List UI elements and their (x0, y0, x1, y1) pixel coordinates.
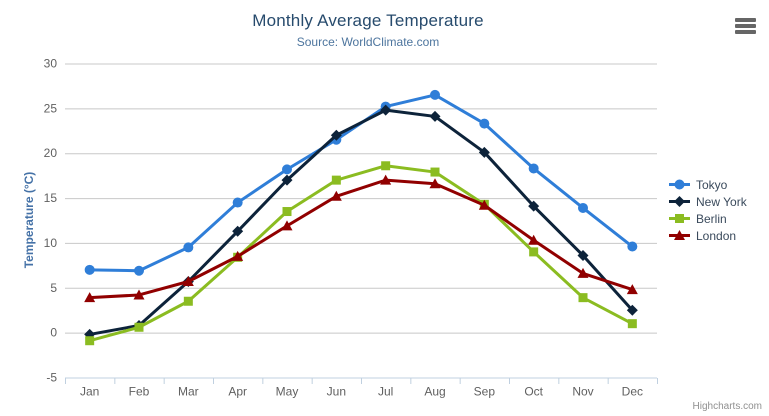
data-point-marker[interactable] (627, 241, 638, 252)
data-point-marker[interactable] (380, 174, 392, 185)
data-point-marker[interactable] (528, 163, 539, 174)
data-point-marker[interactable] (429, 178, 441, 189)
legend-marker-square (669, 214, 690, 223)
hamburger-bar (735, 18, 756, 22)
data-point-marker[interactable] (528, 234, 540, 245)
data-point-marker[interactable] (134, 322, 144, 332)
y-tick-label: 5 (50, 281, 57, 295)
y-tick-label: 0 (50, 326, 57, 340)
data-point-marker[interactable] (282, 207, 292, 217)
y-tick-label: 25 (44, 101, 58, 115)
legend-item-london[interactable]: London (668, 227, 747, 244)
x-tick-label: Nov (572, 385, 593, 399)
y-tick-label: -5 (46, 371, 57, 385)
data-point-marker[interactable] (182, 276, 194, 287)
series-line (88, 178, 634, 300)
x-tick-label: Feb (129, 385, 150, 399)
series-line (88, 164, 634, 343)
data-point-marker[interactable] (529, 247, 539, 257)
x-tick-label: Jan (80, 385, 99, 399)
data-point-marker[interactable] (674, 179, 685, 190)
legend-label: Berlin (696, 211, 727, 226)
series-line (88, 108, 634, 336)
hamburger-bar (735, 30, 756, 34)
legend-marker-triangle (669, 230, 690, 240)
data-point-marker[interactable] (232, 225, 244, 237)
data-point-marker[interactable] (577, 249, 589, 261)
data-point-marker[interactable] (674, 196, 685, 207)
series-tokyo[interactable] (84, 89, 638, 276)
series-london[interactable] (84, 174, 638, 303)
data-point-marker[interactable] (626, 304, 638, 316)
data-point-marker[interactable] (232, 250, 244, 261)
data-point-marker[interactable] (478, 199, 490, 210)
y-tick-label: 30 (44, 57, 58, 71)
data-point-marker[interactable] (84, 264, 95, 275)
data-point-marker[interactable] (429, 110, 441, 122)
legend-label: Tokyo (696, 177, 728, 192)
data-point-marker[interactable] (478, 146, 490, 158)
hamburger-icon[interactable] (735, 18, 756, 34)
hamburger-bar (735, 24, 756, 28)
data-point-marker[interactable] (183, 296, 193, 306)
legend-item-berlin[interactable]: Berlin (668, 210, 747, 227)
x-tick-label: Dec (622, 385, 643, 399)
x-tick-label: Apr (228, 385, 247, 399)
data-point-marker[interactable] (133, 289, 145, 300)
series-berlin[interactable] (85, 161, 637, 346)
data-point-marker[interactable] (330, 190, 342, 201)
data-point-marker[interactable] (330, 129, 342, 141)
data-point-marker[interactable] (627, 319, 637, 329)
x-tick-label: Jul (378, 385, 393, 399)
series-new-york[interactable] (84, 104, 638, 340)
x-tick-label: Mar (178, 385, 199, 399)
data-point-marker[interactable] (381, 161, 391, 171)
data-point-marker[interactable] (281, 220, 293, 231)
x-tick-label: Oct (524, 385, 543, 399)
data-point-marker[interactable] (282, 164, 292, 175)
data-point-marker[interactable] (578, 293, 588, 303)
legend-item-tokyo[interactable]: Tokyo (668, 176, 747, 193)
chart-title: Monthly Average Temperature (252, 11, 484, 30)
data-point-marker[interactable] (675, 214, 684, 223)
legend-label: New York (696, 194, 747, 209)
y-tick-label: 15 (44, 191, 58, 205)
legend-marker-diamond (669, 196, 690, 207)
legend-item-new-york[interactable]: New York (668, 193, 747, 210)
data-point-marker[interactable] (85, 336, 95, 346)
x-axis: Jan Feb Mar Apr May Jun Jul Aug Sep Oct Nov Dec (65, 377, 658, 399)
x-tick-label: Aug (424, 385, 445, 399)
legend: Tokyo New York Berlin London (668, 176, 747, 244)
chart-subtitle: Source: WorldClimate.com (296, 35, 440, 49)
data-point-marker[interactable] (84, 292, 96, 303)
y-tick-label: 20 (44, 146, 58, 160)
data-point-marker[interactable] (577, 267, 589, 278)
x-tick-label: May (276, 385, 299, 399)
data-point-marker[interactable] (281, 174, 293, 186)
data-point-marker[interactable] (578, 202, 588, 213)
data-point-marker[interactable] (479, 118, 490, 129)
y-axis-labels: -5 0 5 10 15 20 25 30 (44, 57, 58, 385)
credits-link[interactable]: Highcharts.com (692, 401, 762, 412)
data-point-marker[interactable] (134, 265, 144, 276)
y-tick-label: 10 (44, 236, 58, 250)
legend-marker-circle (669, 179, 690, 190)
legend-label: London (696, 228, 737, 243)
gridlines (65, 63, 657, 379)
data-point-marker[interactable] (626, 284, 638, 295)
data-point-marker[interactable] (674, 230, 685, 240)
data-point-marker[interactable] (331, 175, 341, 185)
data-point-marker[interactable] (183, 242, 194, 253)
data-point-marker[interactable] (430, 167, 440, 177)
data-point-marker[interactable] (380, 104, 392, 116)
x-tick-label: Jun (327, 385, 346, 399)
data-point-marker[interactable] (528, 200, 540, 212)
x-tick-label: Sep (474, 385, 496, 399)
data-point-marker[interactable] (430, 89, 440, 100)
data-point-marker[interactable] (232, 197, 243, 208)
